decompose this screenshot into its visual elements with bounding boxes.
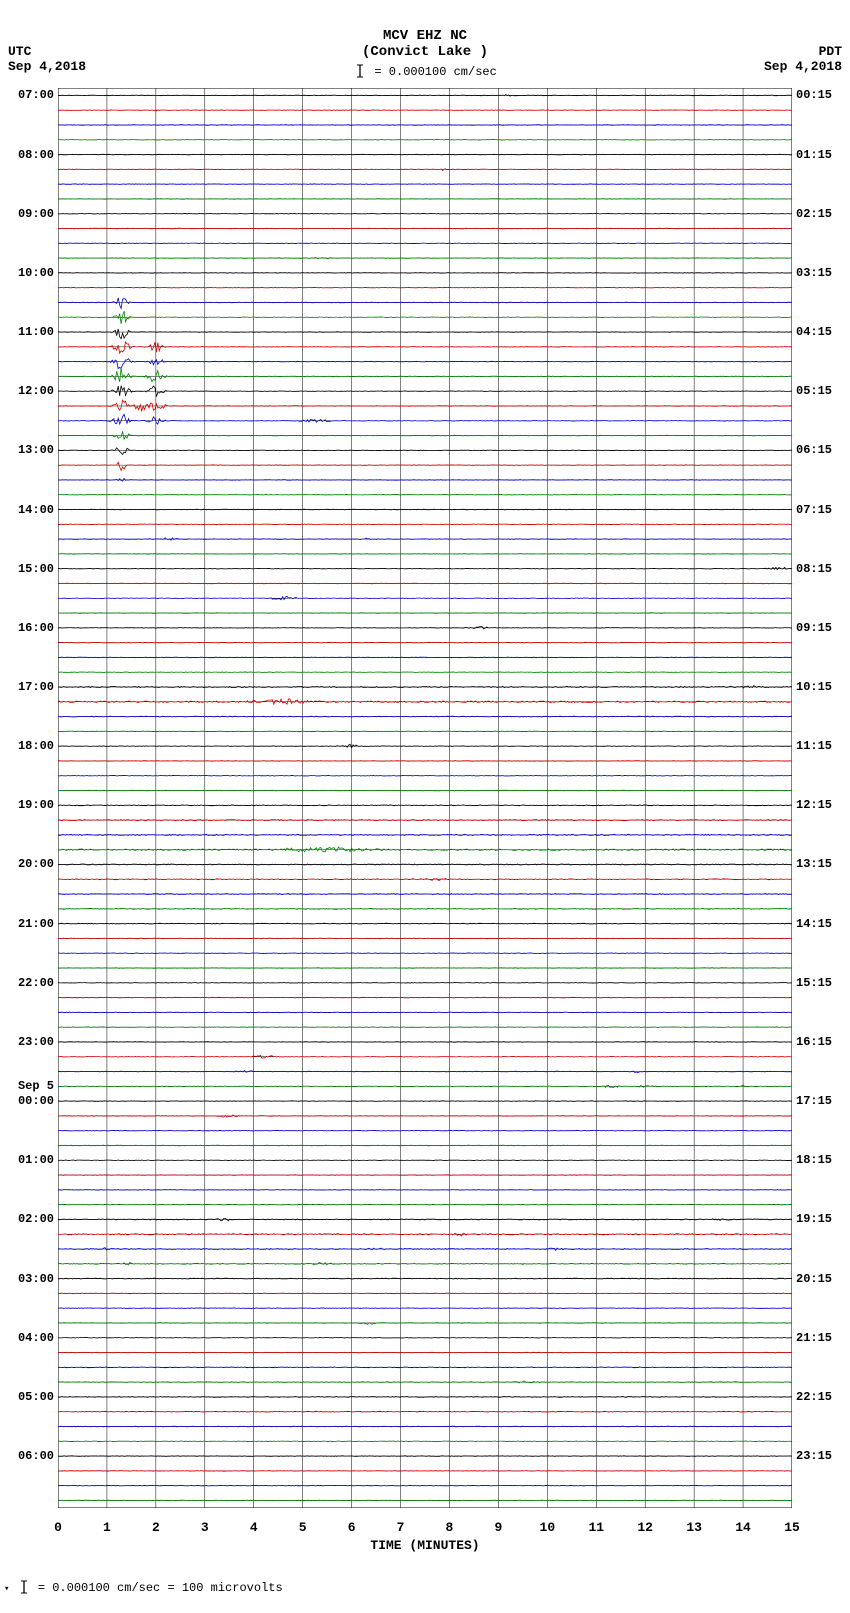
pdt-time-label: 16:15 (796, 1035, 832, 1049)
utc-time-label: 14:00 (18, 503, 54, 517)
x-tick-label: 7 (397, 1520, 405, 1535)
utc-time-label: 06:00 (18, 1449, 54, 1463)
utc-time-label: 05:00 (18, 1390, 54, 1404)
pdt-time-label: 20:15 (796, 1272, 832, 1286)
pdt-time-label: 06:15 (796, 443, 832, 457)
utc-time-labels: 07:00 08:00 09:00 10:00 11:00 12:00 13:00 14:00… (0, 88, 56, 1508)
utc-time-label: Sep 5 (18, 1079, 54, 1093)
pdt-time-label: 00:15 (796, 88, 832, 102)
utc-time-label: 00:00 (18, 1094, 54, 1108)
utc-time-label: 03:00 (18, 1272, 54, 1286)
pdt-time-label: 07:15 (796, 503, 832, 517)
pdt-time-label: 01:15 (796, 148, 832, 162)
pdt-time-label: 05:15 (796, 384, 832, 398)
utc-time-label: 12:00 (18, 384, 54, 398)
utc-time-label: 16:00 (18, 621, 54, 635)
x-tick-label: 4 (250, 1520, 258, 1535)
seismogram-svg (58, 88, 792, 1508)
pdt-time-label: 18:15 (796, 1153, 832, 1167)
pdt-time-label: 10:15 (796, 680, 832, 694)
utc-time-label: 02:00 (18, 1212, 54, 1226)
utc-time-label: 19:00 (18, 798, 54, 812)
seismogram-plot (58, 88, 792, 1508)
utc-time-label: 15:00 (18, 562, 54, 576)
pdt-time-label: 04:15 (796, 325, 832, 339)
station-title: MCV EHZ NC (0, 28, 850, 44)
x-tick-label: 10 (540, 1520, 556, 1535)
utc-time-label: 21:00 (18, 917, 54, 931)
pdt-time-label: 17:15 (796, 1094, 832, 1108)
x-tick-label: 6 (348, 1520, 356, 1535)
utc-time-label: 11:00 (18, 325, 54, 339)
pdt-time-label: 22:15 (796, 1390, 832, 1404)
x-tick-label: 13 (686, 1520, 702, 1535)
x-tick-label: 15 (784, 1520, 800, 1535)
x-tick-label: 2 (152, 1520, 160, 1535)
x-tick-label: 5 (299, 1520, 307, 1535)
x-tick-label: 8 (446, 1520, 454, 1535)
utc-time-label: 08:00 (18, 148, 54, 162)
date-right-label: Sep 4,2018 (764, 59, 842, 74)
utc-time-label: 18:00 (18, 739, 54, 753)
utc-time-label: 22:00 (18, 976, 54, 990)
tz-left-label: UTC (8, 44, 31, 59)
footer-scale: ▾ = 0.000100 cm/sec = 100 microvolts (4, 1580, 283, 1595)
station-subtitle: (Convict Lake ) (0, 44, 850, 60)
x-tick-label: 0 (54, 1520, 62, 1535)
tz-right-label: PDT (819, 44, 842, 59)
utc-time-label: 17:00 (18, 680, 54, 694)
x-tick-label: 11 (588, 1520, 604, 1535)
utc-time-label: 20:00 (18, 857, 54, 871)
pdt-time-labels: 00:15 01:15 02:15 03:15 04:15 05:15 06:15 07:15… (794, 88, 850, 1508)
utc-time-label: 01:00 (18, 1153, 54, 1167)
pdt-time-label: 23:15 (796, 1449, 832, 1463)
x-tick-label: 12 (637, 1520, 653, 1535)
utc-time-label: 10:00 (18, 266, 54, 280)
utc-time-label: 13:00 (18, 443, 54, 457)
pdt-time-label: 19:15 (796, 1212, 832, 1226)
utc-time-label: 09:00 (18, 207, 54, 221)
pdt-time-label: 14:15 (796, 917, 832, 931)
pdt-time-label: 12:15 (796, 798, 832, 812)
date-left-label: Sep 4,2018 (8, 59, 86, 74)
x-tick-label: 14 (735, 1520, 751, 1535)
pdt-time-label: 21:15 (796, 1331, 832, 1345)
utc-time-label: 23:00 (18, 1035, 54, 1049)
pdt-time-label: 09:15 (796, 621, 832, 635)
pdt-time-label: 15:15 (796, 976, 832, 990)
seismogram-page: MCV EHZ NC (Convict Lake ) = 0.000100 cm… (0, 0, 850, 1613)
x-tick-label: 3 (201, 1520, 209, 1535)
utc-time-label: 04:00 (18, 1331, 54, 1345)
pdt-time-label: 02:15 (796, 207, 832, 221)
pdt-time-label: 11:15 (796, 739, 832, 753)
x-tick-label: 9 (494, 1520, 502, 1535)
pdt-time-label: 13:15 (796, 857, 832, 871)
utc-time-label: 07:00 (18, 88, 54, 102)
pdt-time-label: 08:15 (796, 562, 832, 576)
x-axis-title: TIME (MINUTES) (58, 1538, 792, 1553)
scale-label: = 0.000100 cm/sec (0, 64, 850, 79)
x-tick-label: 1 (103, 1520, 111, 1535)
pdt-time-label: 03:15 (796, 266, 832, 280)
